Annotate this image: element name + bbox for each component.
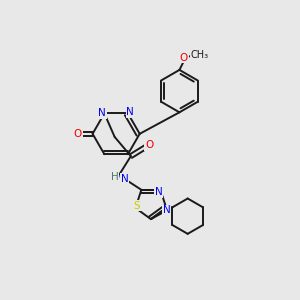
Text: H: H: [111, 172, 119, 182]
Text: O: O: [145, 140, 153, 150]
Text: O: O: [180, 52, 188, 62]
Text: N: N: [163, 205, 171, 215]
Text: N: N: [98, 108, 106, 118]
Text: S: S: [134, 201, 140, 211]
Text: N: N: [121, 174, 128, 184]
Text: CH₃: CH₃: [191, 50, 209, 60]
Text: N: N: [155, 187, 163, 197]
Text: N: N: [126, 107, 134, 117]
Text: O: O: [74, 129, 82, 139]
